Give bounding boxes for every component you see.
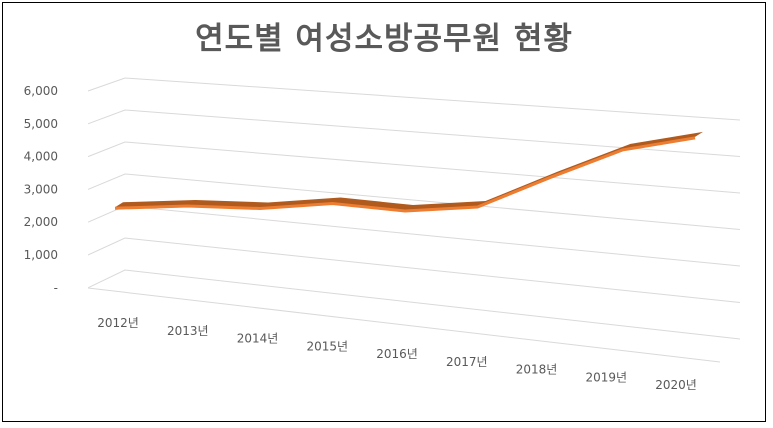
- gridline: [87, 205, 741, 267]
- chart-title: 연도별 여성소방공무원 현황: [195, 21, 573, 57]
- floor-edge: [87, 287, 721, 363]
- x-tick-label: 2012년: [97, 316, 139, 330]
- x-tick-label: 2020년: [655, 378, 697, 392]
- x-tick-label: 2017년: [446, 355, 488, 369]
- gridline: [87, 237, 741, 303]
- y-tick-label: -: [54, 281, 58, 295]
- x-tick-label: 2019년: [585, 370, 627, 384]
- y-tick-label: 4,000: [24, 150, 58, 164]
- y-tick-label: 3,000: [24, 182, 58, 196]
- series-ribbon-top: [115, 131, 703, 211]
- gridline: [87, 141, 741, 194]
- x-tick-label: 2013년: [167, 324, 209, 338]
- chart-frame: 연도별 여성소방공무원 현황: [2, 2, 766, 422]
- gridline: [87, 269, 741, 340]
- x-tick-label: 2014년: [237, 332, 279, 346]
- y-tick-label: 6,000: [24, 84, 58, 98]
- series-line: [114, 136, 696, 213]
- x-tick-label: 2018년: [516, 363, 558, 377]
- x-tick-label: 2015년: [306, 339, 348, 353]
- gridline: [87, 173, 741, 230]
- y-tick-label: 5,000: [24, 117, 58, 131]
- x-tick-label: 2016년: [376, 347, 418, 361]
- gridline: [87, 109, 741, 157]
- gridline: [87, 77, 741, 121]
- y-tick-label: 1,000: [24, 248, 58, 262]
- y-tick-label: 2,000: [24, 215, 58, 229]
